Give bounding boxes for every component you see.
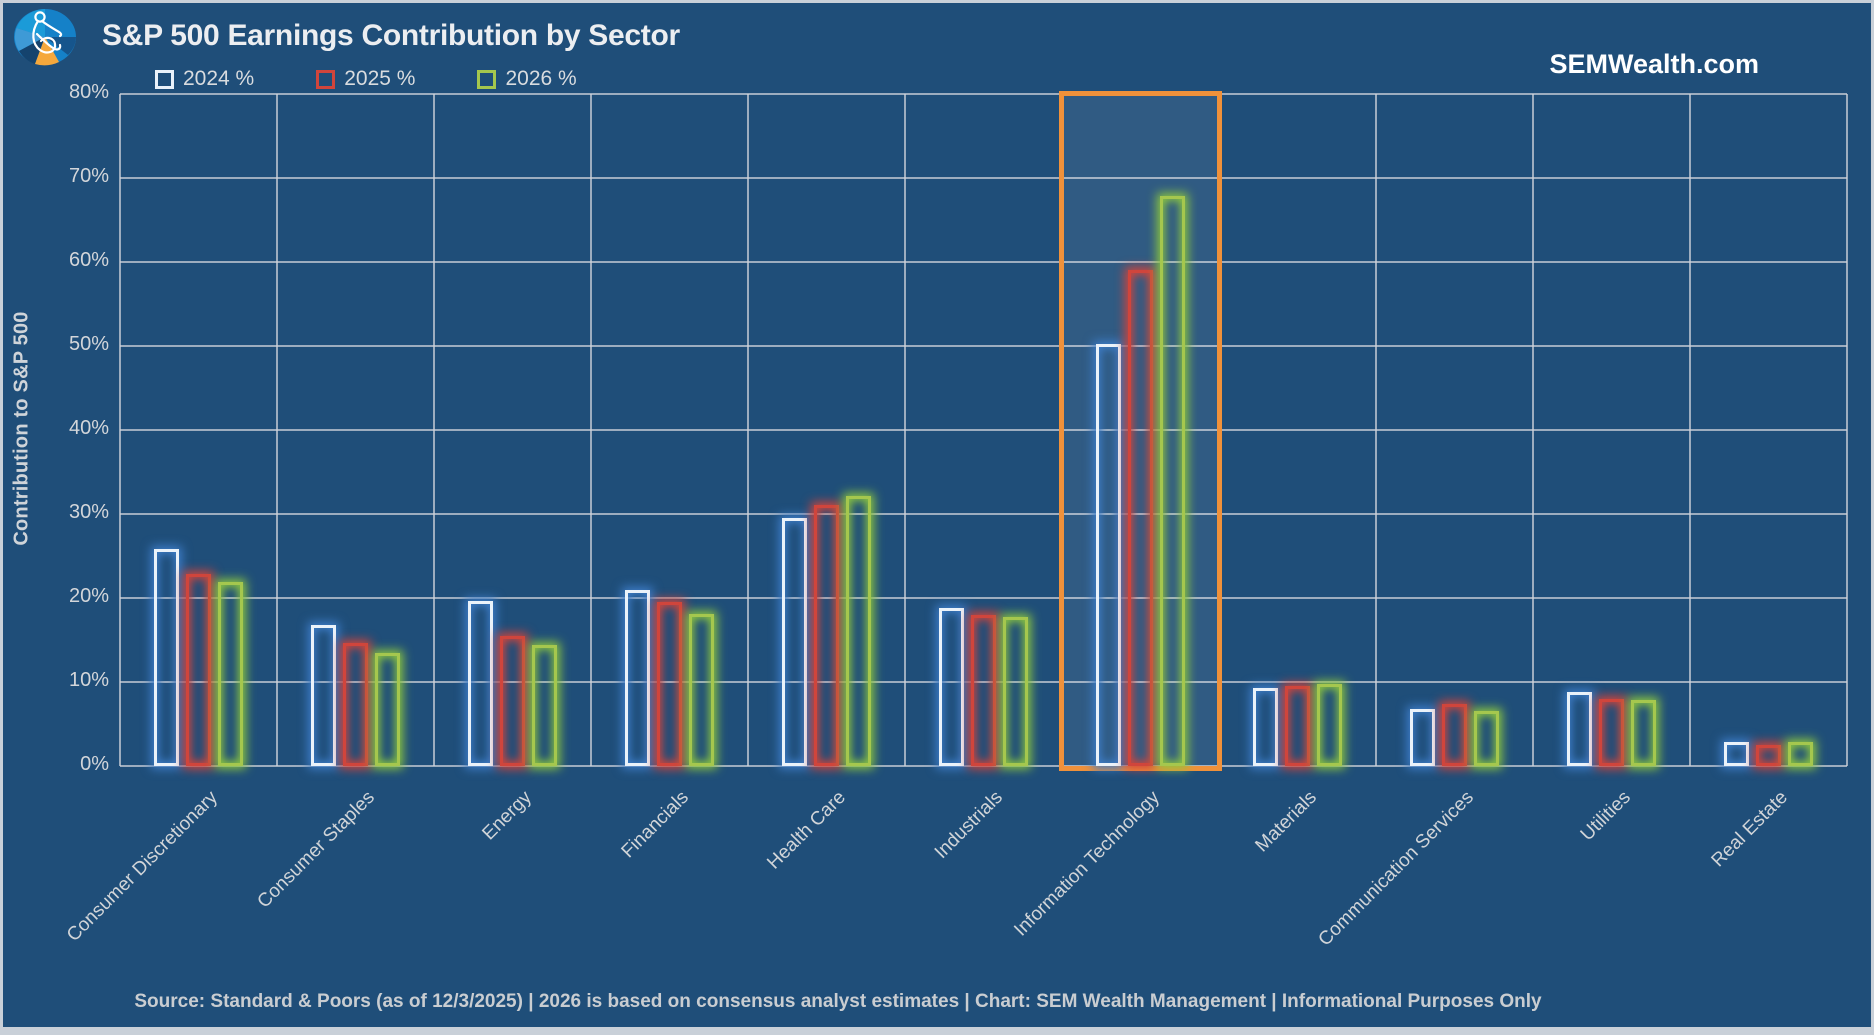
- sem-logo-icon: [14, 9, 76, 66]
- bar-2024-consumer-discretionary: [154, 549, 179, 766]
- gridline-horizontal: [120, 513, 1847, 515]
- legend: 2024 % 2025 % 2026 %: [155, 67, 577, 91]
- legend-item-2024: 2024 %: [155, 67, 254, 91]
- footer-note: Source: Standard & Poors (as of 12/3/202…: [134, 991, 1542, 1012]
- gridline-horizontal: [120, 681, 1847, 683]
- gridline-vertical: [276, 94, 278, 766]
- gridline-vertical: [1846, 94, 1848, 766]
- y-tick-label: 70%: [68, 165, 109, 187]
- bar-2026-consumer-discretionary: [218, 582, 243, 766]
- bar-2025-materials: [1285, 686, 1310, 766]
- bar-2024-energy: [468, 601, 493, 766]
- y-tick-label: 20%: [68, 585, 109, 607]
- gridline-vertical: [590, 94, 592, 766]
- gridline-horizontal: [120, 765, 1847, 767]
- legend-item-2025: 2025 %: [316, 67, 415, 91]
- bar-2026-utilities: [1631, 699, 1656, 766]
- gridline-vertical: [433, 94, 435, 766]
- gridline-horizontal: [120, 261, 1847, 263]
- bar-2024-real-estate: [1724, 741, 1749, 766]
- bar-2025-industrials: [971, 614, 996, 766]
- bar-2025-energy: [500, 635, 525, 766]
- bar-2026-materials: [1317, 683, 1342, 766]
- bar-2024-industrials: [939, 608, 964, 766]
- bar-2026-communication-services: [1474, 711, 1499, 766]
- gridline-horizontal: [120, 345, 1847, 347]
- y-tick-label: 40%: [68, 417, 109, 439]
- gridline-horizontal: [120, 177, 1847, 179]
- legend-label-2024: 2024 %: [183, 67, 255, 90]
- legend-swatch-2025-icon: [316, 69, 336, 89]
- bar-2026-consumer-staples: [375, 653, 400, 766]
- gridline-horizontal: [120, 429, 1847, 431]
- highlight-box: [1059, 91, 1222, 771]
- y-tick-label: 30%: [68, 501, 109, 523]
- chart-title: S&P 500 Earnings Contribution by Sector: [102, 19, 680, 52]
- website-text: SEMWealth.com: [1549, 49, 1759, 79]
- bar-2025-real-estate: [1756, 745, 1781, 766]
- bar-2026-real-estate: [1788, 742, 1813, 766]
- gridline-vertical: [1689, 94, 1691, 766]
- legend-swatch-2026-icon: [477, 69, 497, 89]
- bar-2025-information-technology: [1128, 270, 1153, 766]
- bar-2025-financials: [657, 602, 682, 766]
- bar-2026-industrials: [1003, 617, 1028, 766]
- gridline-vertical: [119, 94, 121, 766]
- legend-item-2026: 2026 %: [477, 67, 577, 91]
- y-tick-label: 50%: [68, 333, 109, 355]
- y-axis-title: Contribution to S&P 500: [10, 311, 33, 546]
- gridline-vertical: [904, 94, 906, 766]
- bar-2026-energy: [532, 645, 557, 766]
- legend-label-2025: 2025 %: [344, 67, 416, 90]
- gridline-vertical: [747, 94, 749, 766]
- bar-2024-utilities: [1567, 692, 1592, 766]
- gridline-vertical: [1375, 94, 1377, 766]
- bar-2025-utilities: [1599, 698, 1624, 766]
- legend-swatch-2024-icon: [155, 69, 174, 89]
- legend-label-2026: 2026 %: [505, 67, 577, 90]
- gridline-horizontal: [120, 597, 1847, 599]
- y-tick-label: 80%: [68, 81, 109, 103]
- bar-2024-communication-services: [1410, 708, 1435, 766]
- bar-2025-consumer-staples: [343, 642, 368, 766]
- bar-2024-information-technology: [1096, 344, 1121, 766]
- bar-2025-consumer-discretionary: [186, 573, 211, 766]
- bar-2024-financials: [625, 589, 650, 766]
- bar-2024-consumer-staples: [311, 624, 336, 766]
- bar-2025-health-care: [814, 504, 839, 766]
- y-tick-label: 60%: [68, 249, 109, 271]
- gridline-horizontal: [120, 93, 1847, 95]
- bar-2024-materials: [1253, 687, 1278, 766]
- bar-2025-communication-services: [1442, 703, 1467, 766]
- gridline-vertical: [1532, 94, 1534, 766]
- y-tick-label: 10%: [68, 669, 109, 691]
- bar-2026-health-care: [846, 496, 871, 766]
- y-tick-label: 0%: [80, 753, 109, 775]
- bar-2026-financials: [689, 613, 714, 766]
- bar-2026-information-technology: [1160, 196, 1185, 766]
- bar-2024-health-care: [782, 518, 807, 766]
